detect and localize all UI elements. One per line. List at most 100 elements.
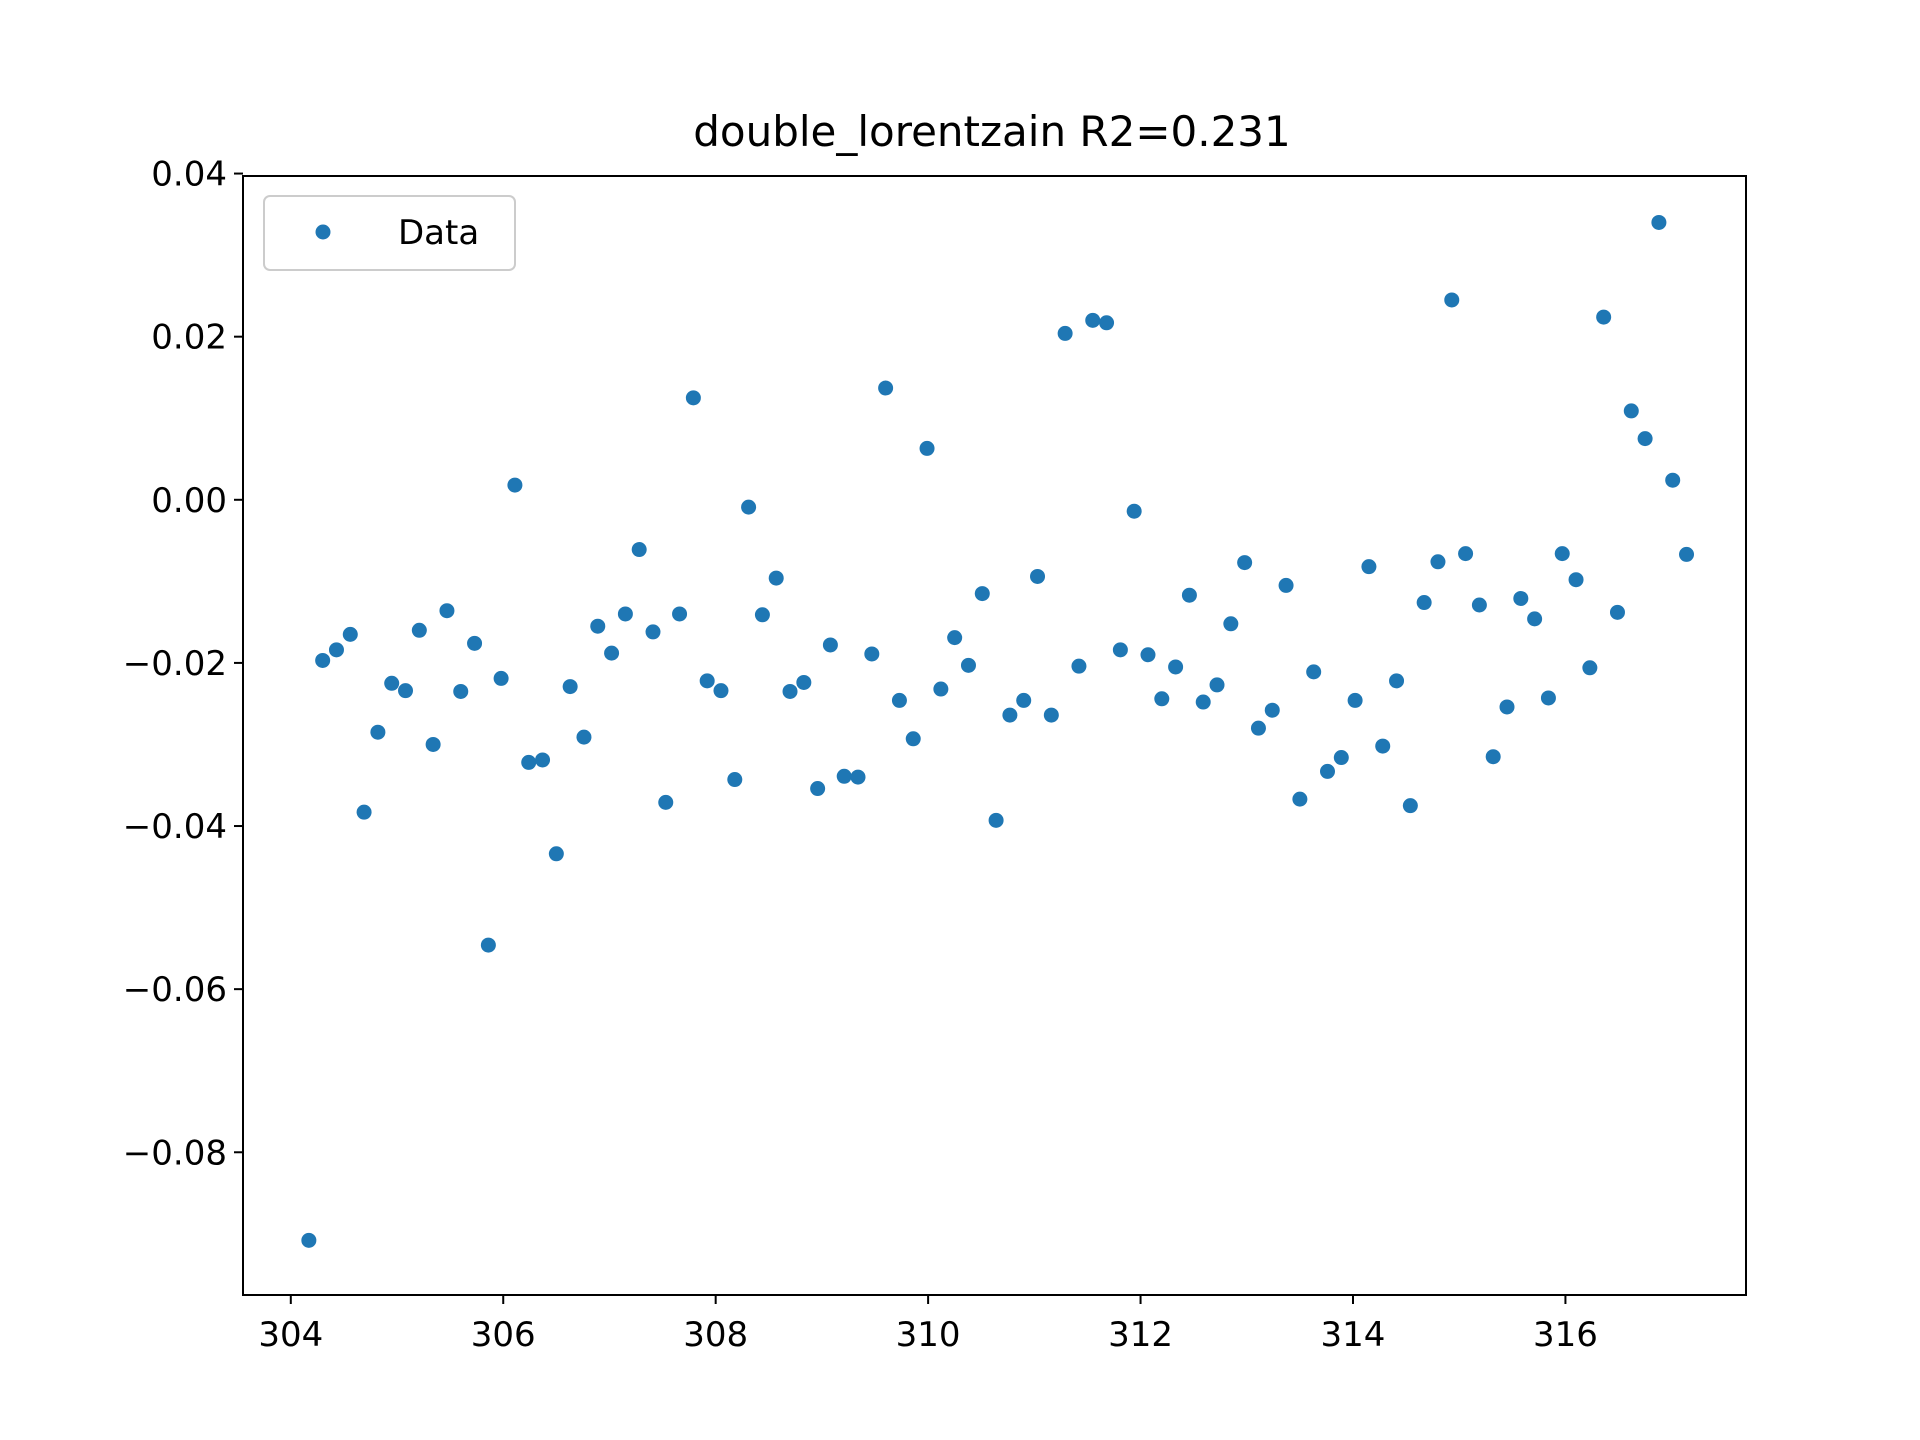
data-point	[754, 607, 770, 623]
data-point	[672, 606, 688, 622]
data-point	[836, 768, 852, 784]
data-point	[617, 606, 633, 622]
x-tick-label: 306	[471, 1315, 536, 1355]
data-point	[1099, 315, 1115, 331]
data-point	[1154, 691, 1170, 707]
y-tick-label: −0.06	[123, 970, 227, 1010]
data-point	[822, 637, 838, 653]
axis-ticks: 304 306 308 310 312 314 316 −0.08 −0.06 −0.04 −0.0…	[123, 155, 1598, 1355]
data-point	[1250, 720, 1266, 736]
data-point	[1016, 692, 1032, 708]
data-point	[467, 635, 483, 651]
data-point	[645, 624, 661, 640]
data-point	[1085, 312, 1101, 328]
data-point	[810, 781, 826, 797]
data-point	[521, 754, 537, 770]
data-point	[480, 937, 496, 953]
data-point	[919, 440, 935, 456]
data-point	[1402, 798, 1418, 814]
data-point	[301, 1232, 317, 1248]
data-point	[1002, 707, 1018, 723]
data-point	[535, 752, 551, 768]
data-point	[356, 804, 372, 820]
y-tick-label: 0.02	[151, 318, 227, 358]
data-point	[1043, 707, 1059, 723]
data-point	[439, 603, 455, 619]
data-point	[1195, 694, 1211, 710]
data-point	[1540, 690, 1556, 706]
data-point	[1333, 750, 1349, 766]
data-point	[741, 499, 757, 515]
data-point	[1679, 546, 1695, 562]
x-tick-label: 310	[896, 1315, 961, 1355]
data-points	[301, 214, 1695, 1248]
data-point	[1292, 791, 1308, 807]
data-point	[631, 542, 647, 558]
data-point	[1168, 659, 1184, 675]
chart-title: double_lorentzain R2=0.231	[693, 107, 1291, 156]
legend-box	[263, 195, 516, 271]
data-point	[1181, 587, 1197, 603]
legend-label: Data	[398, 213, 479, 253]
data-point	[1030, 568, 1046, 584]
data-point	[891, 692, 907, 708]
data-point	[1513, 590, 1529, 606]
data-point	[850, 769, 866, 785]
data-point	[342, 626, 358, 642]
data-point	[1126, 503, 1142, 519]
data-point	[1375, 738, 1391, 754]
data-point	[1527, 611, 1543, 627]
data-point	[1306, 664, 1322, 680]
data-point	[864, 646, 880, 662]
data-point	[1596, 309, 1612, 325]
data-point	[1209, 677, 1225, 693]
y-tick-label: 0.00	[151, 481, 227, 521]
data-point	[658, 794, 674, 810]
data-point	[1319, 763, 1335, 779]
data-point	[878, 380, 894, 396]
data-point	[315, 652, 331, 668]
plot-area-frame	[242, 175, 1747, 1296]
data-point	[1554, 546, 1570, 562]
legend-marker	[315, 224, 331, 240]
data-point	[1112, 642, 1128, 658]
data-point	[974, 586, 990, 602]
data-point	[699, 673, 715, 689]
data-point	[576, 729, 592, 745]
data-point	[1140, 647, 1156, 663]
data-point	[1223, 616, 1239, 632]
x-tick-label: 316	[1533, 1315, 1598, 1355]
data-point	[425, 736, 441, 752]
data-point	[1347, 692, 1363, 708]
y-tick-label: −0.04	[123, 807, 227, 847]
data-point	[604, 645, 620, 661]
data-point	[1237, 555, 1253, 571]
x-tick-label: 304	[258, 1315, 323, 1355]
data-point	[1071, 658, 1087, 674]
data-point	[398, 683, 414, 699]
data-point	[1485, 749, 1501, 765]
data-point	[727, 772, 743, 788]
data-point	[905, 731, 921, 747]
y-tick-label: 0.04	[151, 155, 227, 195]
x-tick-label: 314	[1321, 1315, 1386, 1355]
y-tick-label: −0.08	[123, 1133, 227, 1173]
data-point	[493, 670, 509, 686]
data-point	[1057, 325, 1073, 341]
legend: Data	[263, 195, 516, 271]
data-point	[960, 657, 976, 673]
data-point	[1609, 604, 1625, 620]
x-tick-label: 312	[1108, 1315, 1173, 1355]
data-point	[562, 679, 578, 695]
data-point	[782, 683, 798, 699]
data-point	[1665, 472, 1681, 488]
data-point	[1278, 577, 1294, 593]
data-point	[590, 618, 606, 634]
data-point	[933, 681, 949, 697]
data-point	[507, 477, 523, 493]
data-point	[685, 390, 701, 406]
data-point	[988, 812, 1004, 828]
data-point	[411, 622, 427, 638]
x-tick-label: 308	[683, 1315, 748, 1355]
